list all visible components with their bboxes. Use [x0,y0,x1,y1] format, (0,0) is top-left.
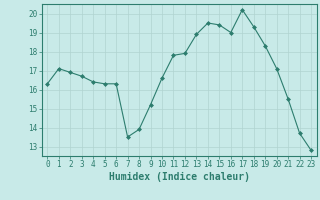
X-axis label: Humidex (Indice chaleur): Humidex (Indice chaleur) [109,172,250,182]
